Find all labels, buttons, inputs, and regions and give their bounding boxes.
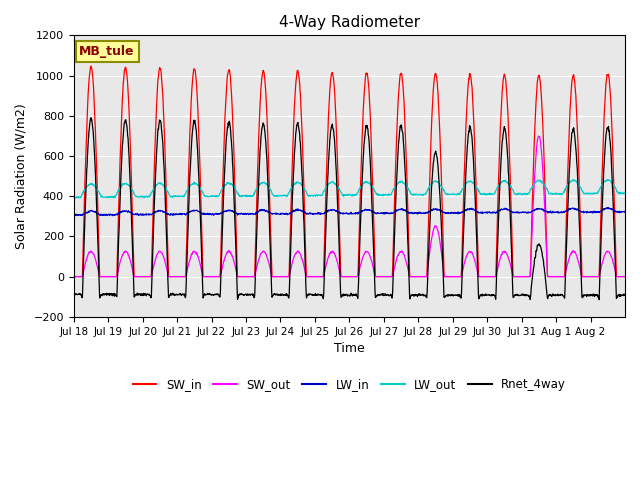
LW_in [335,209,343,215]
X-axis label: Time: Time [334,342,365,355]
Title: 4-Way Radiometer: 4-Way Radiometer [279,15,420,30]
Rnet_4way [335,243,343,249]
Rnet_4way [595,297,603,302]
Y-axis label: Solar Radiation (W/m2): Solar Radiation (W/m2) [15,103,28,249]
LW_in [605,204,612,210]
LW_in [157,208,164,214]
SW_in [621,274,629,279]
Line: SW_out: SW_out [74,136,625,276]
Rnet_4way [325,156,333,162]
Rnet_4way [157,118,164,124]
SW_in [614,274,622,279]
SW_out [621,274,629,279]
Rnet_4way [479,292,487,298]
SW_out [535,133,543,139]
LW_in [621,209,629,215]
SW_in [325,108,333,114]
LW_out [479,192,487,197]
SW_in [479,274,487,279]
SW_in [70,274,77,279]
SW_in [157,66,164,72]
SW_out [156,249,164,254]
SW_in [87,63,95,69]
LW_in [614,209,622,215]
Line: LW_in: LW_in [74,207,625,216]
LW_out [561,188,568,194]
LW_out [325,180,333,186]
LW_out [72,195,79,201]
LW_out [604,177,611,182]
Rnet_4way [621,292,629,298]
LW_in [109,213,116,218]
LW_out [157,181,164,187]
SW_out [335,265,342,271]
SW_out [479,274,487,279]
SW_out [614,274,622,279]
SW_out [561,274,568,279]
Text: MB_tule: MB_tule [79,45,135,58]
SW_out [70,274,77,279]
Line: LW_out: LW_out [74,180,625,198]
SW_in [335,214,343,219]
Legend: SW_in, SW_out, LW_in, LW_out, Rnet_4way: SW_in, SW_out, LW_in, LW_out, Rnet_4way [128,373,571,396]
LW_out [614,191,622,196]
LW_out [70,194,77,200]
LW_out [621,191,629,196]
Rnet_4way [70,292,77,298]
LW_in [70,212,77,218]
SW_in [561,274,568,279]
Rnet_4way [561,295,568,301]
LW_in [561,209,568,215]
LW_out [335,186,343,192]
LW_in [479,210,487,216]
Rnet_4way [87,115,95,120]
Line: SW_in: SW_in [74,66,625,276]
Line: Rnet_4way: Rnet_4way [74,118,625,300]
Rnet_4way [614,292,622,298]
SW_out [324,254,332,260]
LW_in [325,208,333,214]
